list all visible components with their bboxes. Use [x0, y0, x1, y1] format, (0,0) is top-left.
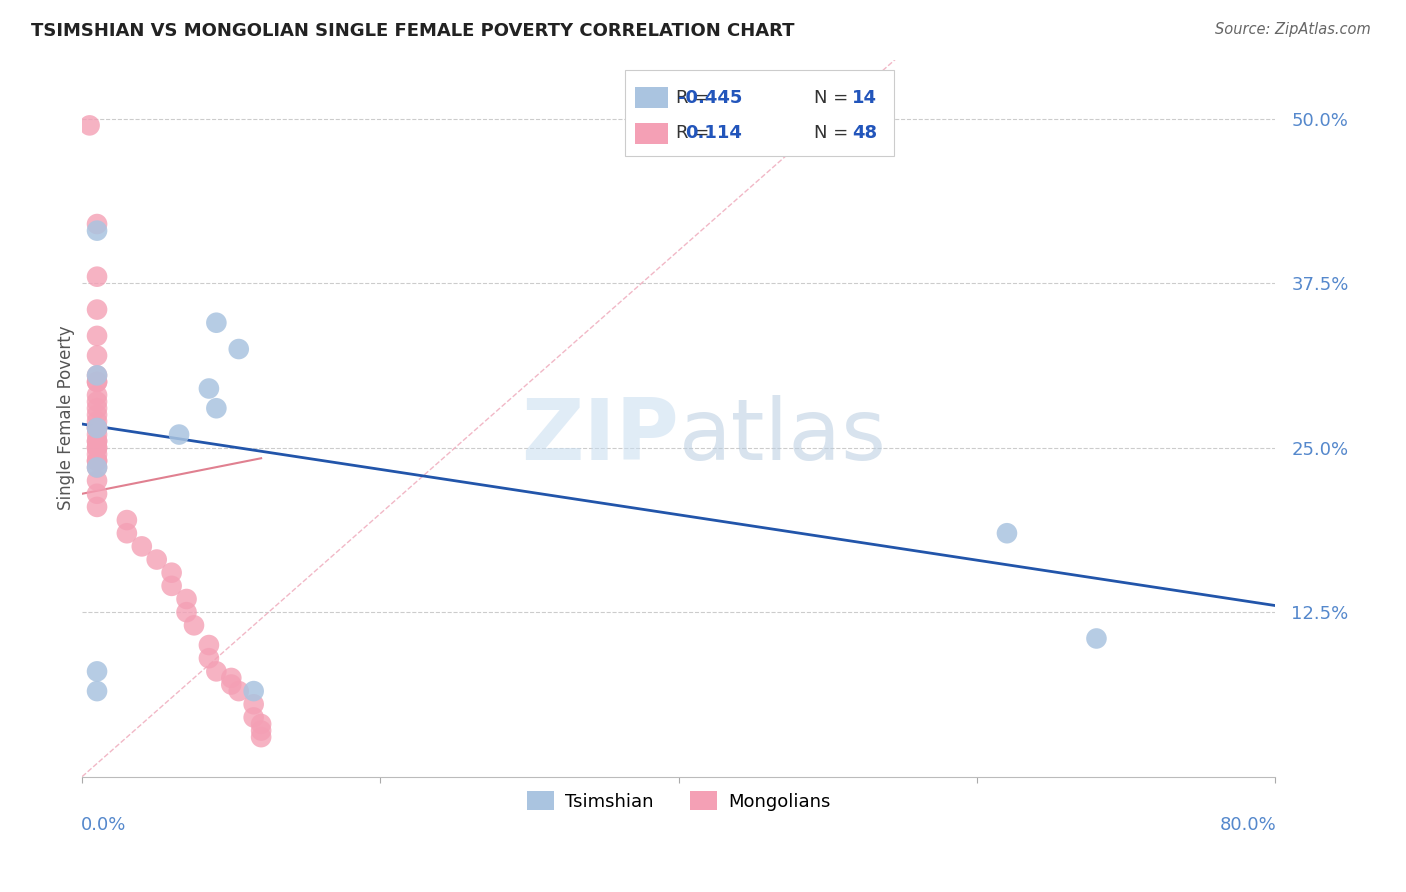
Point — [198, 651, 221, 665]
Point — [86, 217, 108, 231]
Point — [86, 349, 108, 363]
Point — [86, 441, 108, 455]
Point — [205, 665, 228, 679]
Text: R =: R = — [676, 125, 710, 143]
Text: TSIMSHIAN VS MONGOLIAN SINGLE FEMALE POVERTY CORRELATION CHART: TSIMSHIAN VS MONGOLIAN SINGLE FEMALE POV… — [31, 22, 794, 40]
Point — [86, 434, 108, 449]
Point — [86, 487, 108, 501]
Point — [221, 677, 243, 691]
Text: 48: 48 — [852, 125, 877, 143]
Text: 80.0%: 80.0% — [1220, 816, 1277, 834]
Point — [250, 717, 273, 731]
Point — [995, 526, 1018, 541]
Point — [198, 382, 221, 396]
Bar — [634, 87, 668, 108]
Point — [205, 316, 228, 330]
Point — [86, 434, 108, 449]
Point — [176, 605, 198, 619]
Text: N =: N = — [814, 88, 848, 107]
Point — [198, 638, 221, 652]
Point — [86, 421, 108, 435]
Text: 0.114: 0.114 — [685, 125, 742, 143]
Point — [86, 375, 108, 389]
Text: -0.445: -0.445 — [678, 88, 742, 107]
Text: 14: 14 — [852, 88, 877, 107]
Point — [86, 421, 108, 435]
Point — [86, 441, 108, 455]
Point — [242, 710, 264, 724]
Point — [86, 454, 108, 468]
Point — [115, 513, 138, 527]
Point — [86, 460, 108, 475]
Point — [86, 368, 108, 383]
Text: R =: R = — [676, 88, 710, 107]
Legend: Tsimshian, Mongolians: Tsimshian, Mongolians — [520, 784, 838, 818]
Point — [86, 388, 108, 402]
Point — [86, 665, 108, 679]
Point — [86, 474, 108, 488]
Text: ZIP: ZIP — [522, 394, 679, 477]
Point — [86, 460, 108, 475]
Point — [86, 421, 108, 435]
Point — [79, 119, 101, 133]
Point — [86, 224, 108, 238]
Point — [145, 552, 167, 566]
Y-axis label: Single Female Poverty: Single Female Poverty — [58, 326, 75, 510]
Point — [86, 414, 108, 428]
Point — [242, 698, 264, 712]
Text: N =: N = — [814, 125, 848, 143]
Point — [131, 540, 153, 554]
Point — [250, 730, 273, 744]
Point — [86, 329, 108, 343]
Point — [86, 302, 108, 317]
Point — [86, 401, 108, 416]
Point — [221, 671, 243, 685]
Point — [1085, 632, 1108, 646]
Text: Source: ZipAtlas.com: Source: ZipAtlas.com — [1215, 22, 1371, 37]
Text: 0.0%: 0.0% — [82, 816, 127, 834]
Point — [86, 368, 108, 383]
FancyBboxPatch shape — [626, 70, 894, 156]
Point — [86, 375, 108, 389]
Point — [86, 269, 108, 284]
Point — [86, 394, 108, 409]
Point — [176, 592, 198, 607]
Point — [167, 427, 190, 442]
Point — [160, 579, 183, 593]
Point — [228, 342, 250, 356]
Point — [86, 684, 108, 698]
Point — [183, 618, 205, 632]
Point — [86, 454, 108, 468]
Point — [86, 447, 108, 461]
Point — [242, 684, 264, 698]
Text: atlas: atlas — [679, 394, 887, 477]
Point — [160, 566, 183, 580]
Bar — [634, 123, 668, 145]
Point — [228, 684, 250, 698]
Point — [205, 401, 228, 416]
Point — [115, 526, 138, 541]
Point — [86, 408, 108, 422]
Point — [86, 500, 108, 514]
Point — [86, 427, 108, 442]
Point — [250, 723, 273, 738]
